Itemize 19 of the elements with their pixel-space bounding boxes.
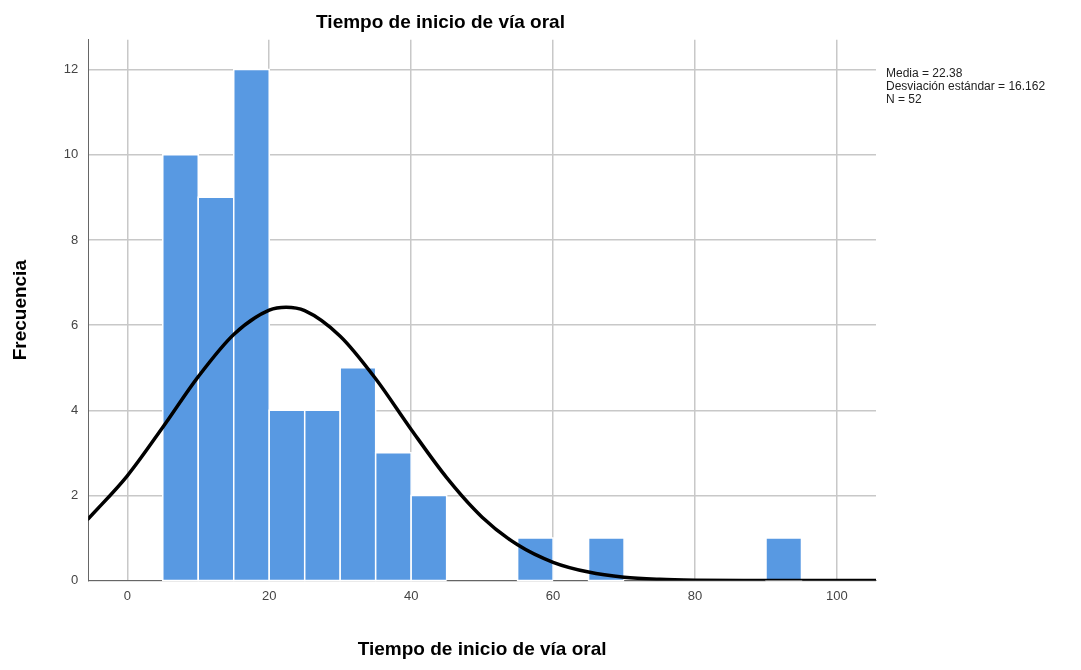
y-tick-label: 8: [71, 231, 79, 247]
x-tick-label: 80: [687, 587, 703, 603]
y-tick-label: 4: [71, 401, 79, 417]
x-axis-title: Tiempo de inicio de vía oral: [357, 637, 607, 659]
y-tick-label: 2: [71, 487, 79, 503]
x-tick-label: 0: [123, 587, 131, 603]
text: Desviación estándar = 16.162: [886, 79, 1046, 94]
y-tick-label: 6: [71, 316, 79, 332]
y-tick-label: 12: [63, 61, 79, 77]
chart-title: Tiempo de inicio de vía oral: [316, 10, 565, 32]
text: N = 52: [886, 92, 923, 107]
y-tick-label: 10: [63, 146, 79, 162]
y-tick-label: 0: [71, 572, 79, 588]
x-tick-label: 20: [261, 587, 277, 603]
y-axis-title: Frecuencia: [8, 259, 30, 361]
x-tick-label: 40: [403, 587, 419, 603]
x-tick-label: 100: [826, 587, 848, 603]
x-tick-label: 60: [545, 587, 561, 603]
text: Media = 22.38: [886, 66, 963, 81]
